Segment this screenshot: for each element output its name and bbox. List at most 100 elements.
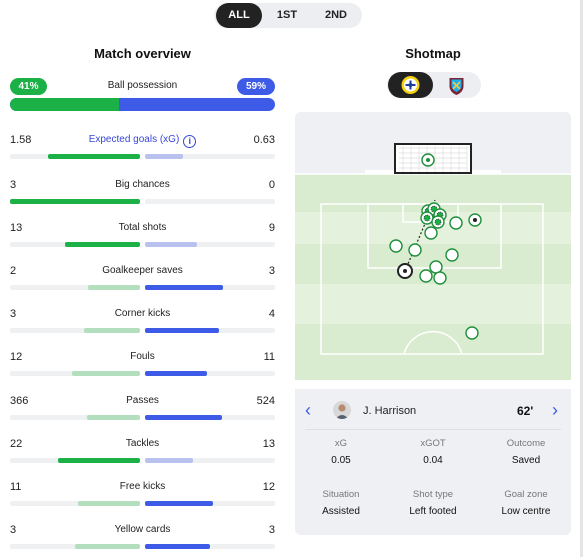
stat-home-track: [10, 415, 140, 420]
stat-label: Tackles: [70, 438, 215, 449]
stat-home-track: [10, 371, 140, 376]
xg-label: xG: [334, 438, 348, 449]
stat-row: 12 Fouls 11: [10, 351, 275, 381]
card-divider: [305, 429, 561, 430]
shot-marker[interactable]: [408, 243, 422, 257]
team-toggle: [387, 72, 481, 98]
stat-label-text: Total shots: [118, 222, 167, 233]
stat-label-text: Tackles: [125, 438, 160, 449]
shot-marker[interactable]: [429, 260, 443, 274]
shot-marker[interactable]: [465, 326, 479, 340]
stat-away-value: 12: [262, 481, 275, 493]
goal-frame: [394, 143, 472, 174]
outcome-value: Saved: [511, 455, 541, 466]
possession-home-fill: [10, 98, 119, 111]
stat-away-value: 0.63: [253, 134, 275, 146]
stat-home-track: [10, 458, 140, 463]
stat-label-text: Goalkeeper saves: [102, 265, 183, 276]
stat-label-text: Yellow cards: [114, 524, 171, 535]
stat-away-bar: [145, 371, 207, 376]
stat-away-track: [145, 371, 275, 376]
stat-away-bar: [145, 415, 222, 420]
stat-row: 22 Tackles 13: [10, 438, 275, 468]
stat-away-bar: [145, 501, 213, 506]
stat-home-bar: [84, 328, 140, 333]
stat-away-bar: [145, 154, 183, 159]
stat-home-bar: [48, 154, 140, 159]
stat-away-bar: [145, 544, 210, 549]
stat-row: 3 Yellow cards 3: [10, 524, 275, 554]
stat-home-track: [10, 544, 140, 549]
possession-label: Ball possession: [107, 80, 178, 91]
stat-away-track: [145, 544, 275, 549]
shot-marker[interactable]: [424, 226, 438, 240]
period-tabs: ALL 1ST 2ND: [214, 3, 362, 28]
stat-home-bar: [65, 242, 140, 247]
match-overview-title: Match overview: [94, 46, 191, 61]
shot-minute: 62': [517, 404, 534, 418]
goal-zone-value: Low centre: [501, 506, 551, 517]
shot-marker[interactable]: [449, 216, 463, 230]
xgot-label: xGOT: [420, 438, 446, 449]
stat-away-track: [145, 328, 275, 333]
shot-marker[interactable]: [433, 271, 447, 285]
tab-all[interactable]: ALL: [216, 3, 262, 28]
stat-row: 13 Total shots 9: [10, 222, 275, 252]
stat-away-track: [145, 199, 275, 204]
selected-shot-marker[interactable]: [397, 263, 413, 279]
tab-second-half[interactable]: 2ND: [324, 9, 347, 21]
shot-marker[interactable]: [431, 215, 445, 229]
previous-shot-button[interactable]: ‹: [305, 400, 311, 420]
stat-label-text: Fouls: [130, 351, 155, 362]
stat-label: Corner kicks: [70, 308, 215, 319]
shot-marker[interactable]: [420, 211, 434, 225]
situation-value: Assisted: [322, 506, 360, 517]
stat-home-bar: [87, 415, 140, 420]
page-edge: [580, 0, 583, 557]
stat-away-value: 3: [268, 524, 275, 536]
stat-home-bar: [88, 285, 140, 290]
stat-away-value: 4: [268, 308, 275, 320]
stat-home-track: [10, 328, 140, 333]
stat-home-track: [10, 199, 140, 204]
west-ham-team-button[interactable]: [434, 72, 479, 98]
shotmap-title: Shotmap: [405, 46, 461, 61]
stat-away-track: [145, 242, 275, 247]
stat-label: Passes: [70, 395, 215, 406]
stat-row: 1.58 Expected goals (xG) i 0.63: [10, 134, 275, 164]
pitch-drawing: [295, 112, 571, 380]
stat-home-bar: [75, 544, 140, 549]
stat-away-value: 0: [268, 179, 275, 191]
next-shot-button[interactable]: ›: [552, 400, 558, 420]
shot-marker[interactable]: [419, 269, 433, 283]
away-possession-badge: 59%: [237, 78, 275, 95]
stat-home-value: 3: [10, 524, 17, 536]
stat-home-value: 22: [10, 438, 23, 450]
tab-first-half[interactable]: 1ST: [276, 9, 298, 21]
stat-home-bar: [10, 199, 140, 204]
shot-type-value: Left footed: [409, 506, 457, 517]
goal-target-marker[interactable]: [421, 153, 435, 167]
shot-marker[interactable]: [468, 213, 482, 227]
stat-home-bar: [58, 458, 140, 463]
shot-marker[interactable]: [445, 248, 459, 262]
stat-row: 3 Big chances 0: [10, 179, 275, 209]
goal-zone-label: Goal zone: [504, 489, 548, 500]
west-ham-crest-icon: [449, 78, 464, 95]
info-icon[interactable]: i: [183, 135, 197, 148]
stat-away-bar: [145, 328, 219, 333]
stat-row: 3 Corner kicks 4: [10, 308, 275, 338]
stat-away-value: 524: [256, 395, 275, 407]
shot-marker[interactable]: [389, 239, 403, 253]
stat-label-text: Corner kicks: [114, 308, 171, 319]
situation-label: Situation: [322, 489, 360, 500]
stat-label: Big chances: [70, 179, 215, 190]
stat-home-value: 366: [10, 395, 29, 407]
stat-home-track: [10, 154, 140, 159]
stat-label[interactable]: Expected goals (xG) i: [70, 134, 215, 148]
stat-home-value: 13: [10, 222, 23, 234]
stat-label: Total shots: [70, 222, 215, 233]
stat-away-bar: [145, 458, 193, 463]
stat-away-bar: [145, 285, 223, 290]
leeds-team-button[interactable]: [388, 72, 433, 98]
